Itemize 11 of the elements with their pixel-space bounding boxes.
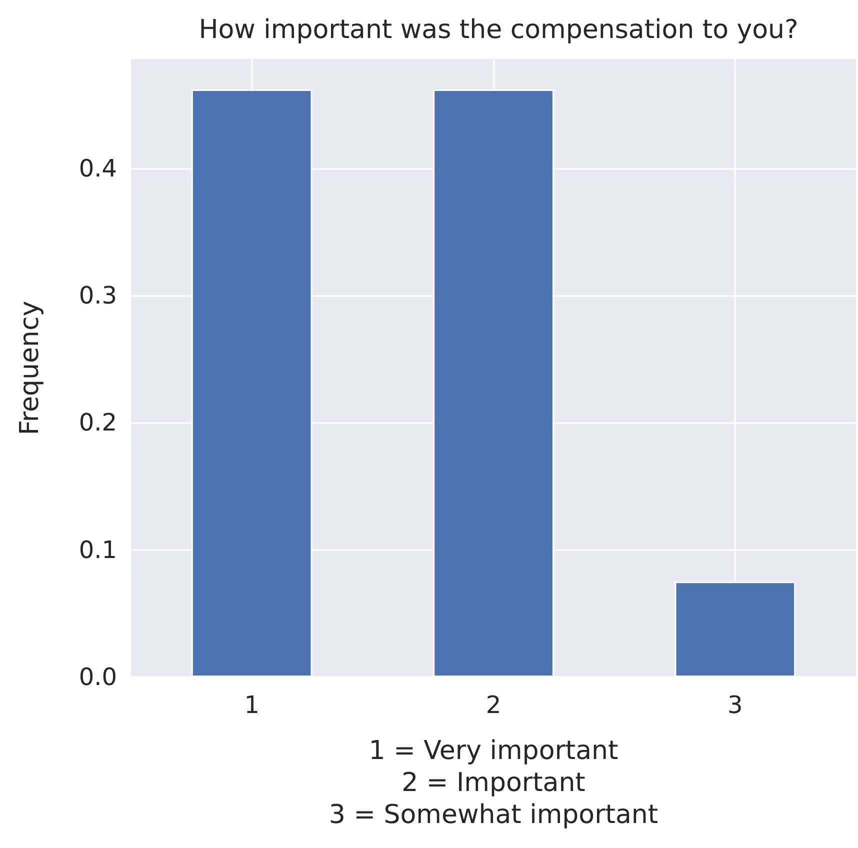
- chart-title: How important was the compensation to you?: [198, 15, 798, 45]
- x-tick-label: 3: [728, 691, 743, 719]
- y-tick-label: 0.0: [78, 663, 117, 691]
- x-tick-label: 1: [244, 691, 260, 719]
- x-axis-title: 1 = Very important 2 = Important 3 = Somewhat important: [328, 736, 658, 830]
- y-tick-label: 0.2: [78, 408, 117, 437]
- y-tick-label: 0.4: [78, 154, 117, 182]
- y-axis-title: Frequency: [15, 300, 45, 436]
- y-tick-label: 0.3: [78, 282, 117, 310]
- x-tick-label: 2: [486, 691, 502, 719]
- y-tick-label: 0.1: [78, 536, 117, 564]
